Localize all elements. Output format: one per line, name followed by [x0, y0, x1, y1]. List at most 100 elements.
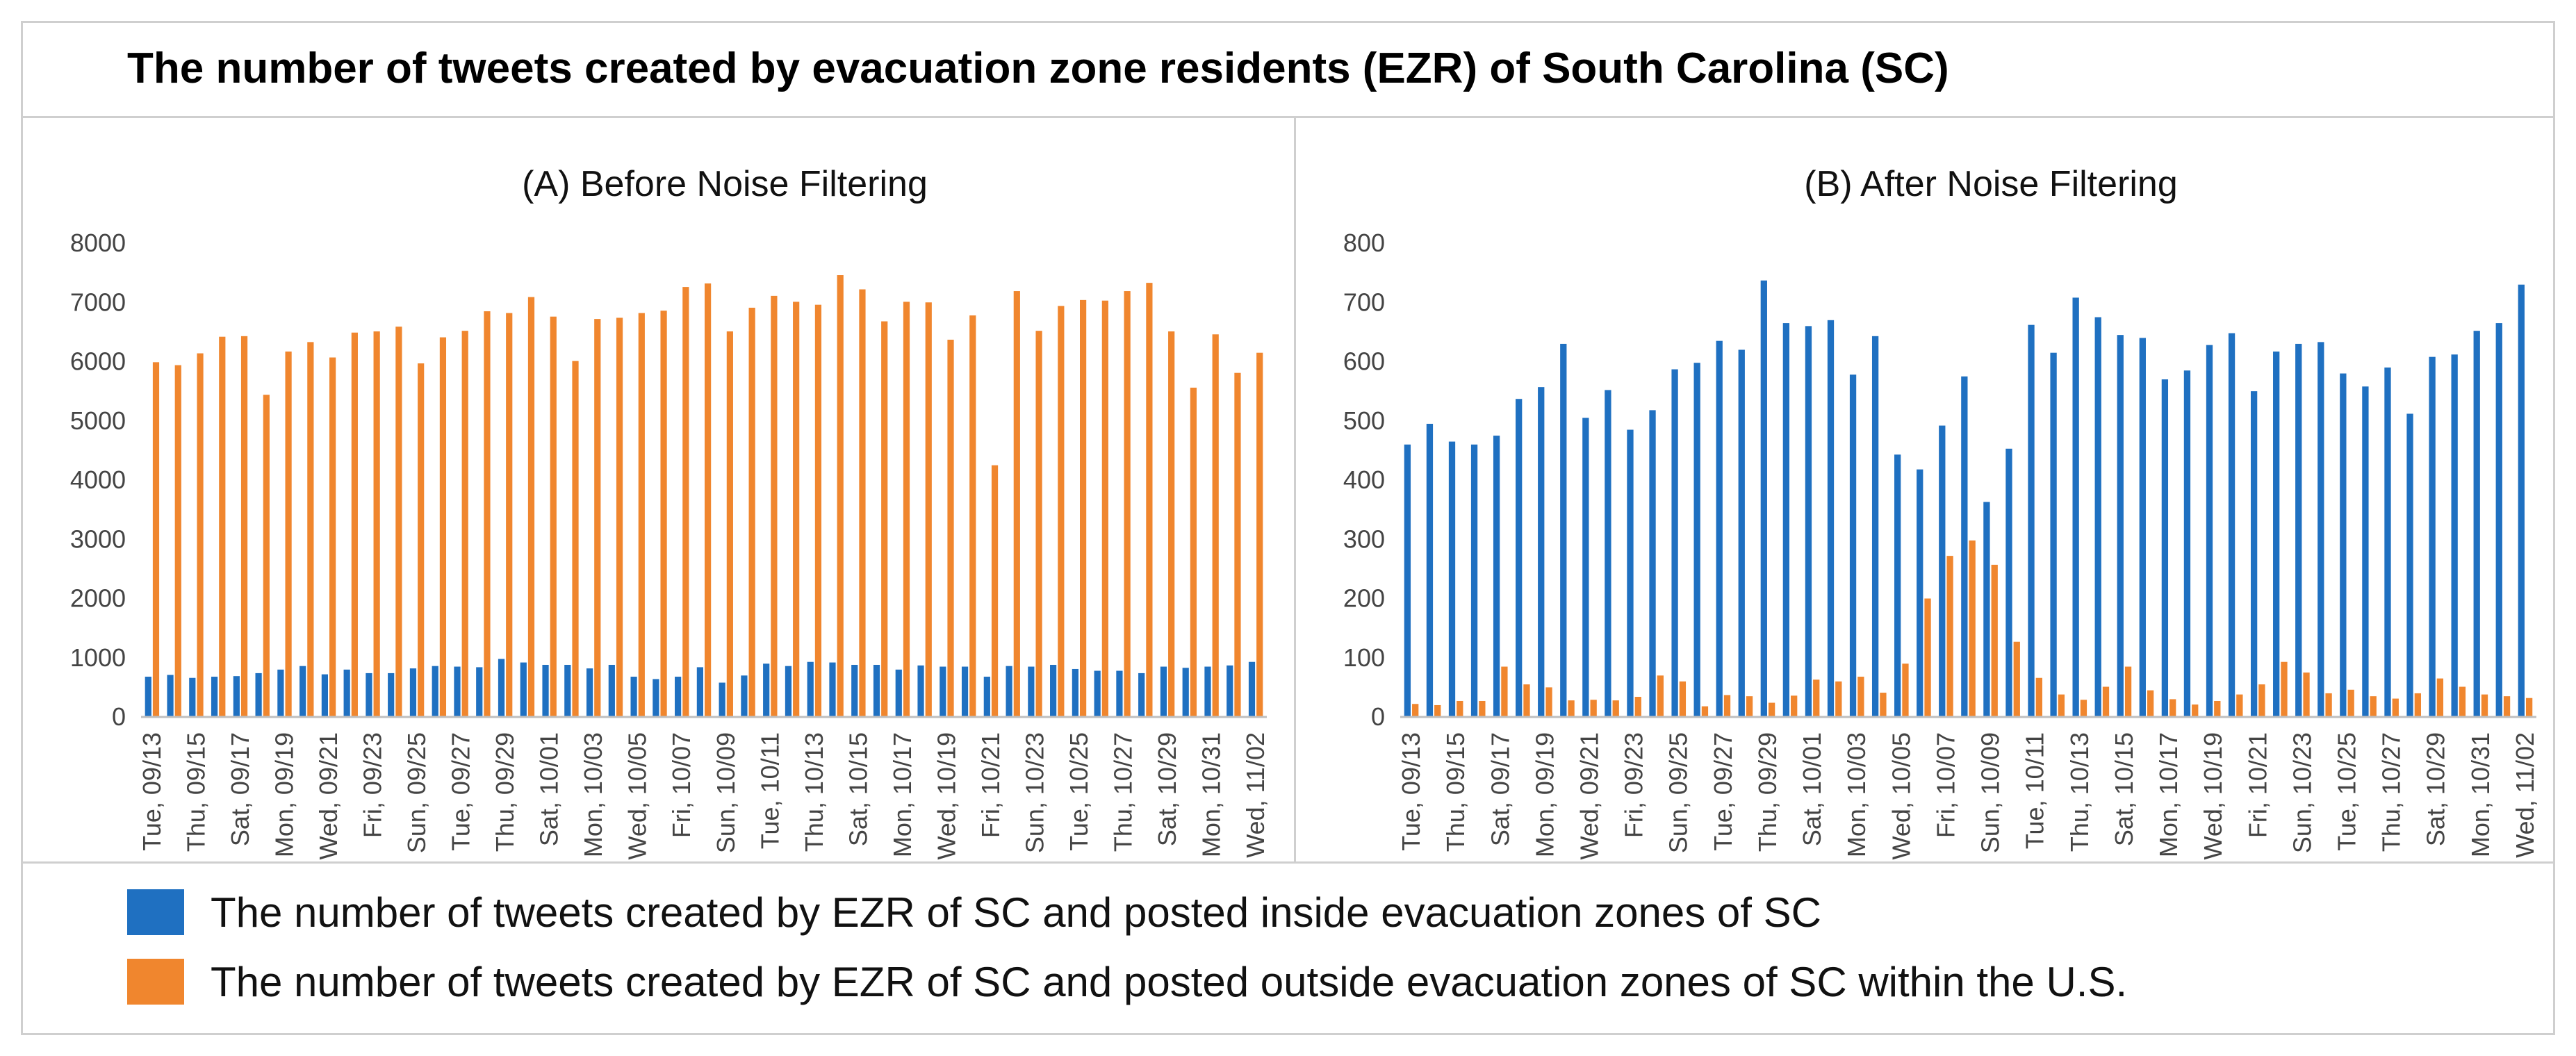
bar-inside	[895, 669, 902, 717]
bar-outside	[925, 302, 932, 717]
bar-inside	[564, 664, 571, 717]
y-tick-label: 6000	[70, 347, 126, 376]
bar-inside	[2139, 338, 2146, 717]
legend-label-inside: The number of tweets created by EZR of S…	[211, 889, 1821, 936]
bar-outside	[418, 363, 425, 717]
bar-inside	[1849, 374, 1857, 717]
x-tick-label: Fri, 09/23	[1620, 732, 1648, 838]
x-tick-label: Fri, 10/07	[1931, 732, 1960, 838]
bar-outside	[1479, 700, 1486, 717]
y-tick-label: 300	[1343, 525, 1385, 553]
bar-outside	[2013, 641, 2020, 717]
bar-inside	[1426, 424, 1434, 717]
figure-frame: The number of tweets created by evacuati…	[21, 21, 2555, 1035]
bar-outside	[1212, 334, 1219, 717]
bar-outside	[616, 317, 623, 717]
bar-inside	[983, 677, 990, 717]
bar-outside	[2147, 690, 2154, 717]
bars	[145, 275, 1263, 718]
bar-inside	[1961, 376, 1968, 717]
bar-outside	[395, 327, 402, 717]
bar-outside	[1013, 291, 1020, 717]
x-tick-label: Mon, 09/19	[270, 732, 298, 857]
bar-outside	[814, 304, 822, 717]
y-tick-label: 3000	[70, 525, 126, 553]
x-tick-label: Sat, 10/01	[535, 732, 564, 846]
x-tick-label: Wed, 09/21	[1575, 732, 1604, 859]
x-tick-label: Thu, 09/15	[1441, 732, 1470, 852]
x-tick-label: Sat, 10/15	[2110, 732, 2138, 846]
bar-inside	[409, 668, 417, 717]
bar-outside	[771, 295, 778, 717]
bar-outside	[2303, 673, 2310, 717]
bar-inside	[785, 666, 792, 717]
bar-outside	[2370, 696, 2377, 717]
bar-inside	[961, 666, 969, 717]
bar-outside	[572, 361, 579, 717]
bar-outside	[2392, 698, 2399, 717]
bar-inside	[1760, 280, 1767, 717]
x-tick-label: Fri, 10/21	[2243, 732, 2272, 838]
bar-outside	[2281, 661, 2288, 717]
bar-outside	[351, 332, 358, 718]
x-tick-label: Thu, 10/13	[800, 732, 828, 852]
bar-outside	[1545, 687, 1552, 718]
y-tick-label: 200	[1343, 584, 1385, 613]
bar-outside	[307, 342, 314, 717]
bar-inside	[1716, 340, 1723, 717]
x-tick-label: Tue, 09/13	[138, 732, 166, 851]
y-tick-label: 800	[1343, 229, 1385, 257]
y-tick-label: 7000	[70, 288, 126, 316]
bar-inside	[2273, 352, 2280, 717]
bar-inside	[1404, 444, 1411, 717]
bar-inside	[1182, 668, 1189, 717]
x-tick-label: Mon, 10/31	[1197, 732, 1226, 857]
x-tick-label: Sat, 09/17	[1486, 732, 1514, 846]
x-tick-label: Wed, 09/21	[314, 732, 343, 859]
bar-outside	[969, 315, 976, 717]
bar-inside	[630, 677, 637, 717]
bar-outside	[1101, 300, 1108, 717]
bar-inside	[696, 667, 703, 717]
x-tick-label: Wed, 11/02	[1241, 732, 1270, 858]
bar-inside	[1627, 429, 1634, 717]
bar-inside	[1204, 666, 1211, 717]
bar-inside	[2228, 333, 2235, 718]
bar-inside	[1939, 425, 1946, 717]
bar-inside	[498, 659, 505, 717]
x-tick-label: Thu, 10/13	[2065, 732, 2094, 852]
bar-outside	[1813, 679, 1820, 717]
bar-inside	[2050, 352, 2057, 718]
bar-inside	[1671, 369, 1678, 717]
bar-outside	[439, 337, 447, 717]
y-tick-label: 0	[1371, 702, 1385, 731]
bar-outside	[2525, 698, 2533, 717]
x-tick-label: Tue, 09/13	[1397, 732, 1425, 851]
bar-outside	[2192, 704, 2199, 717]
bar-outside	[219, 336, 226, 717]
bar-outside	[1946, 556, 1953, 717]
bar-inside	[189, 677, 196, 717]
bar-outside	[726, 331, 733, 717]
bar-outside	[2258, 684, 2265, 717]
x-tick-label: Sun, 09/25	[1664, 732, 1693, 853]
bar-inside	[1516, 399, 1523, 717]
y-tick-label: 2000	[70, 584, 126, 613]
bar-inside	[2451, 354, 2458, 717]
bar-inside	[940, 666, 946, 717]
bar-outside	[1679, 681, 1687, 717]
bar-outside	[682, 287, 689, 718]
x-tick-label: Sat, 10/29	[2422, 732, 2450, 846]
bar-inside	[1560, 343, 1567, 717]
bar-inside	[1827, 320, 1835, 717]
bar-outside	[2481, 694, 2488, 717]
bar-inside	[1028, 666, 1035, 717]
bar-inside	[167, 675, 174, 717]
bar-outside	[2035, 677, 2042, 717]
bar-inside	[1006, 666, 1012, 717]
bar-inside	[917, 665, 924, 717]
bar-outside	[1501, 666, 1508, 717]
bar-outside	[1924, 598, 1931, 717]
bar-inside	[763, 663, 770, 717]
bar-outside	[1568, 700, 1575, 717]
